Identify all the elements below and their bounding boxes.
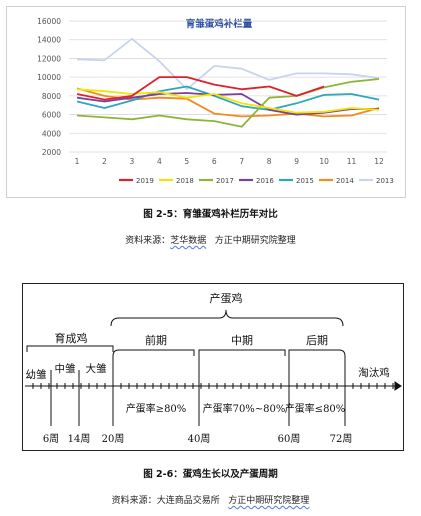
egg-cycle-diagram: 产蛋鸡 育成鸡 前期 中期 后期 幼雏 中雏 大雏 淘汰鸡 产蛋率≥80% 产蛋… bbox=[22, 283, 404, 451]
series-line-2016 bbox=[76, 92, 379, 116]
y-tick-label: 16000 bbox=[37, 17, 61, 26]
y-tick-label: 4000 bbox=[42, 129, 61, 138]
series-line-2013 bbox=[76, 37, 380, 91]
caption-text: 育雏蛋鸡补栏历年对比 bbox=[182, 209, 278, 220]
stage-middle-chick: 中雏 bbox=[55, 362, 76, 375]
source-org: 方正中期研究院整理 bbox=[228, 496, 310, 506]
top-label: 产蛋鸡 bbox=[210, 291, 243, 305]
late-brace bbox=[288, 349, 346, 357]
figure-caption-2-6: 图 2-6：蛋鸡生长以及产蛋周期 bbox=[0, 466, 421, 480]
series-line-2019 bbox=[76, 76, 325, 101]
line-chart: 育雏蛋鸡补栏量 2000 4000 6000 8000 10000 12000 14000 1… bbox=[37, 17, 394, 185]
legend-label: 2017 bbox=[216, 177, 234, 185]
x-tick-label: 9 bbox=[294, 157, 299, 166]
x-tick-label: 11 bbox=[347, 157, 357, 166]
week-6-label: 6周 bbox=[43, 433, 59, 445]
x-tick-label: 10 bbox=[319, 157, 329, 166]
x-tick-label: 6 bbox=[212, 157, 217, 166]
legend-label: 2019 bbox=[136, 177, 154, 185]
layer-brace bbox=[110, 309, 344, 327]
rate-early: 产蛋率≥80% bbox=[126, 402, 187, 415]
source-org: 方正中期研究院整理 bbox=[214, 236, 296, 246]
y-tick-label: 8000 bbox=[42, 92, 61, 101]
x-tick-label: 3 bbox=[130, 157, 135, 166]
timeline-arrow bbox=[394, 381, 402, 391]
legend-label: 2016 bbox=[256, 177, 274, 185]
rate-late: 产蛋率≤80% bbox=[285, 402, 346, 415]
x-tick-label: 1 bbox=[75, 157, 80, 166]
series-line-2015 bbox=[76, 85, 380, 111]
stage-early: 前期 bbox=[145, 333, 167, 347]
series-line-2017 bbox=[76, 78, 380, 128]
y-tick-label: 12000 bbox=[37, 54, 61, 63]
egg-cycle-svg: 产蛋鸡 育成鸡 前期 中期 后期 幼雏 中雏 大雏 淘汰鸡 产蛋率≥80% 产蛋… bbox=[25, 291, 402, 445]
week-20-label: 20周 bbox=[102, 433, 125, 445]
source-name: 大连商品交易所 bbox=[156, 496, 220, 506]
y-tick-label: 10000 bbox=[37, 73, 61, 82]
y-tick-label: 6000 bbox=[42, 111, 61, 120]
stage-mid: 中期 bbox=[231, 334, 253, 347]
legend-label: 2014 bbox=[336, 177, 354, 185]
x-tick-label: 7 bbox=[239, 157, 244, 166]
legend-label: 2015 bbox=[296, 177, 314, 185]
y-tick-label: 2000 bbox=[42, 148, 61, 157]
legend-label: 2018 bbox=[176, 177, 194, 185]
mid-brace bbox=[198, 349, 286, 356]
stage-chick: 幼雏 bbox=[26, 368, 47, 381]
x-tick-label: 2 bbox=[102, 157, 107, 166]
stage-growing: 育成鸡 bbox=[55, 331, 88, 345]
stage-cull: 淘汰鸡 bbox=[358, 366, 390, 379]
figure-source-2-6: 资料来源：大连商品交易所 方正中期研究院整理 bbox=[0, 493, 421, 506]
source-name: 芝华数据 bbox=[170, 236, 207, 246]
x-tick-label: 8 bbox=[267, 157, 272, 166]
caption-number: 图 2-6： bbox=[143, 469, 183, 480]
growing-brace bbox=[26, 345, 114, 352]
week-60-label: 60周 bbox=[278, 433, 301, 445]
figure-caption-2-5: 图 2-5：育雏蛋鸡补栏历年对比 bbox=[0, 206, 421, 220]
week-40-label: 40周 bbox=[188, 433, 211, 445]
figure-source-2-5: 资料来源：芝华数据 方正中期研究院整理 bbox=[0, 233, 421, 246]
chart-title: 育雏蛋鸡补栏量 bbox=[186, 18, 253, 30]
line-chart-panel: 育雏蛋鸡补栏量 2000 4000 6000 8000 10000 12000 14000 1… bbox=[6, 6, 406, 198]
y-tick-label: 14000 bbox=[37, 36, 61, 45]
week-14-label: 14周 bbox=[68, 433, 91, 445]
source-label: 资料来源： bbox=[111, 496, 157, 506]
stage-late: 后期 bbox=[306, 334, 328, 347]
source-label: 资料来源： bbox=[125, 236, 171, 246]
x-tick-label: 4 bbox=[157, 157, 162, 166]
early-brace bbox=[112, 349, 195, 357]
caption-text: 蛋鸡生长以及产蛋周期 bbox=[182, 469, 278, 480]
x-tick-label: 5 bbox=[184, 157, 189, 166]
series-line-2018 bbox=[76, 88, 380, 114]
legend-label: 2013 bbox=[376, 177, 394, 185]
x-tick-label: 12 bbox=[374, 157, 384, 166]
stage-big-chick: 大雏 bbox=[86, 362, 107, 375]
caption-number: 图 2-5： bbox=[143, 209, 183, 220]
rate-mid: 产蛋率70%~80% bbox=[203, 402, 286, 415]
week-72-label: 72周 bbox=[330, 433, 353, 445]
